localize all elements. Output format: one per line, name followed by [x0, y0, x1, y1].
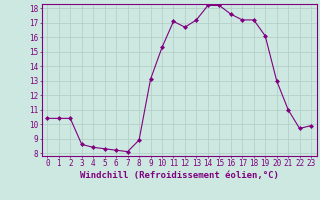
X-axis label: Windchill (Refroidissement éolien,°C): Windchill (Refroidissement éolien,°C) — [80, 171, 279, 180]
